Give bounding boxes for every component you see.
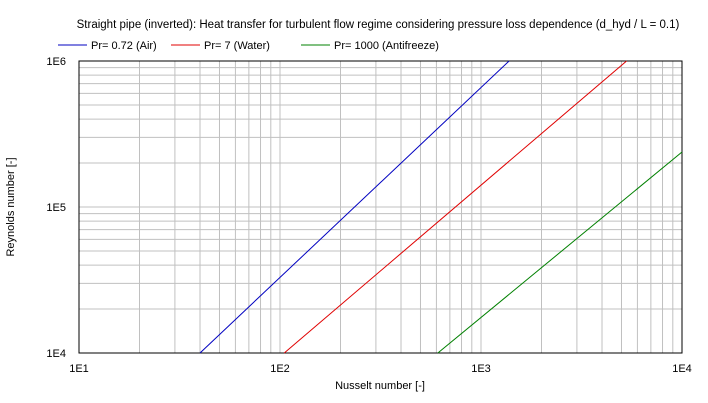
x-tick-label: 1E3 [471, 363, 491, 375]
chart-title: Straight pipe (inverted): Heat transfer … [77, 19, 680, 31]
legend-label: Pr= 0.72 (Air) [91, 40, 157, 52]
plot-area [78, 60, 683, 354]
y-tick-label: 1E4 [46, 348, 66, 360]
grid-lines [78, 60, 683, 354]
series-line-1 [199, 60, 510, 354]
x-axis-label: Nusselt number [-] [335, 380, 425, 392]
legend-label: Pr= 7 (Water) [204, 40, 270, 52]
legend-label: Pr= 1000 (Antifreeze) [334, 40, 439, 52]
y-tick-label: 1E6 [46, 56, 66, 68]
series-line-3 [437, 151, 683, 354]
y-tick-labels: 1E4 1E5 1E6 [46, 56, 66, 360]
x-tick-label: 1E1 [69, 363, 89, 375]
x-tick-labels: 1E1 1E2 1E3 1E4 [69, 363, 692, 375]
legend: Pr= 0.72 (Air) Pr= 7 (Water) Pr= 1000 (Ant… [58, 40, 439, 52]
x-tick-label: 1E4 [672, 363, 692, 375]
series-line-2 [283, 60, 627, 354]
y-axis-label: Reynolds number [-] [5, 157, 17, 256]
x-tick-label: 1E2 [270, 363, 290, 375]
y-tick-label: 1E5 [46, 202, 66, 214]
series-layer [199, 60, 683, 354]
